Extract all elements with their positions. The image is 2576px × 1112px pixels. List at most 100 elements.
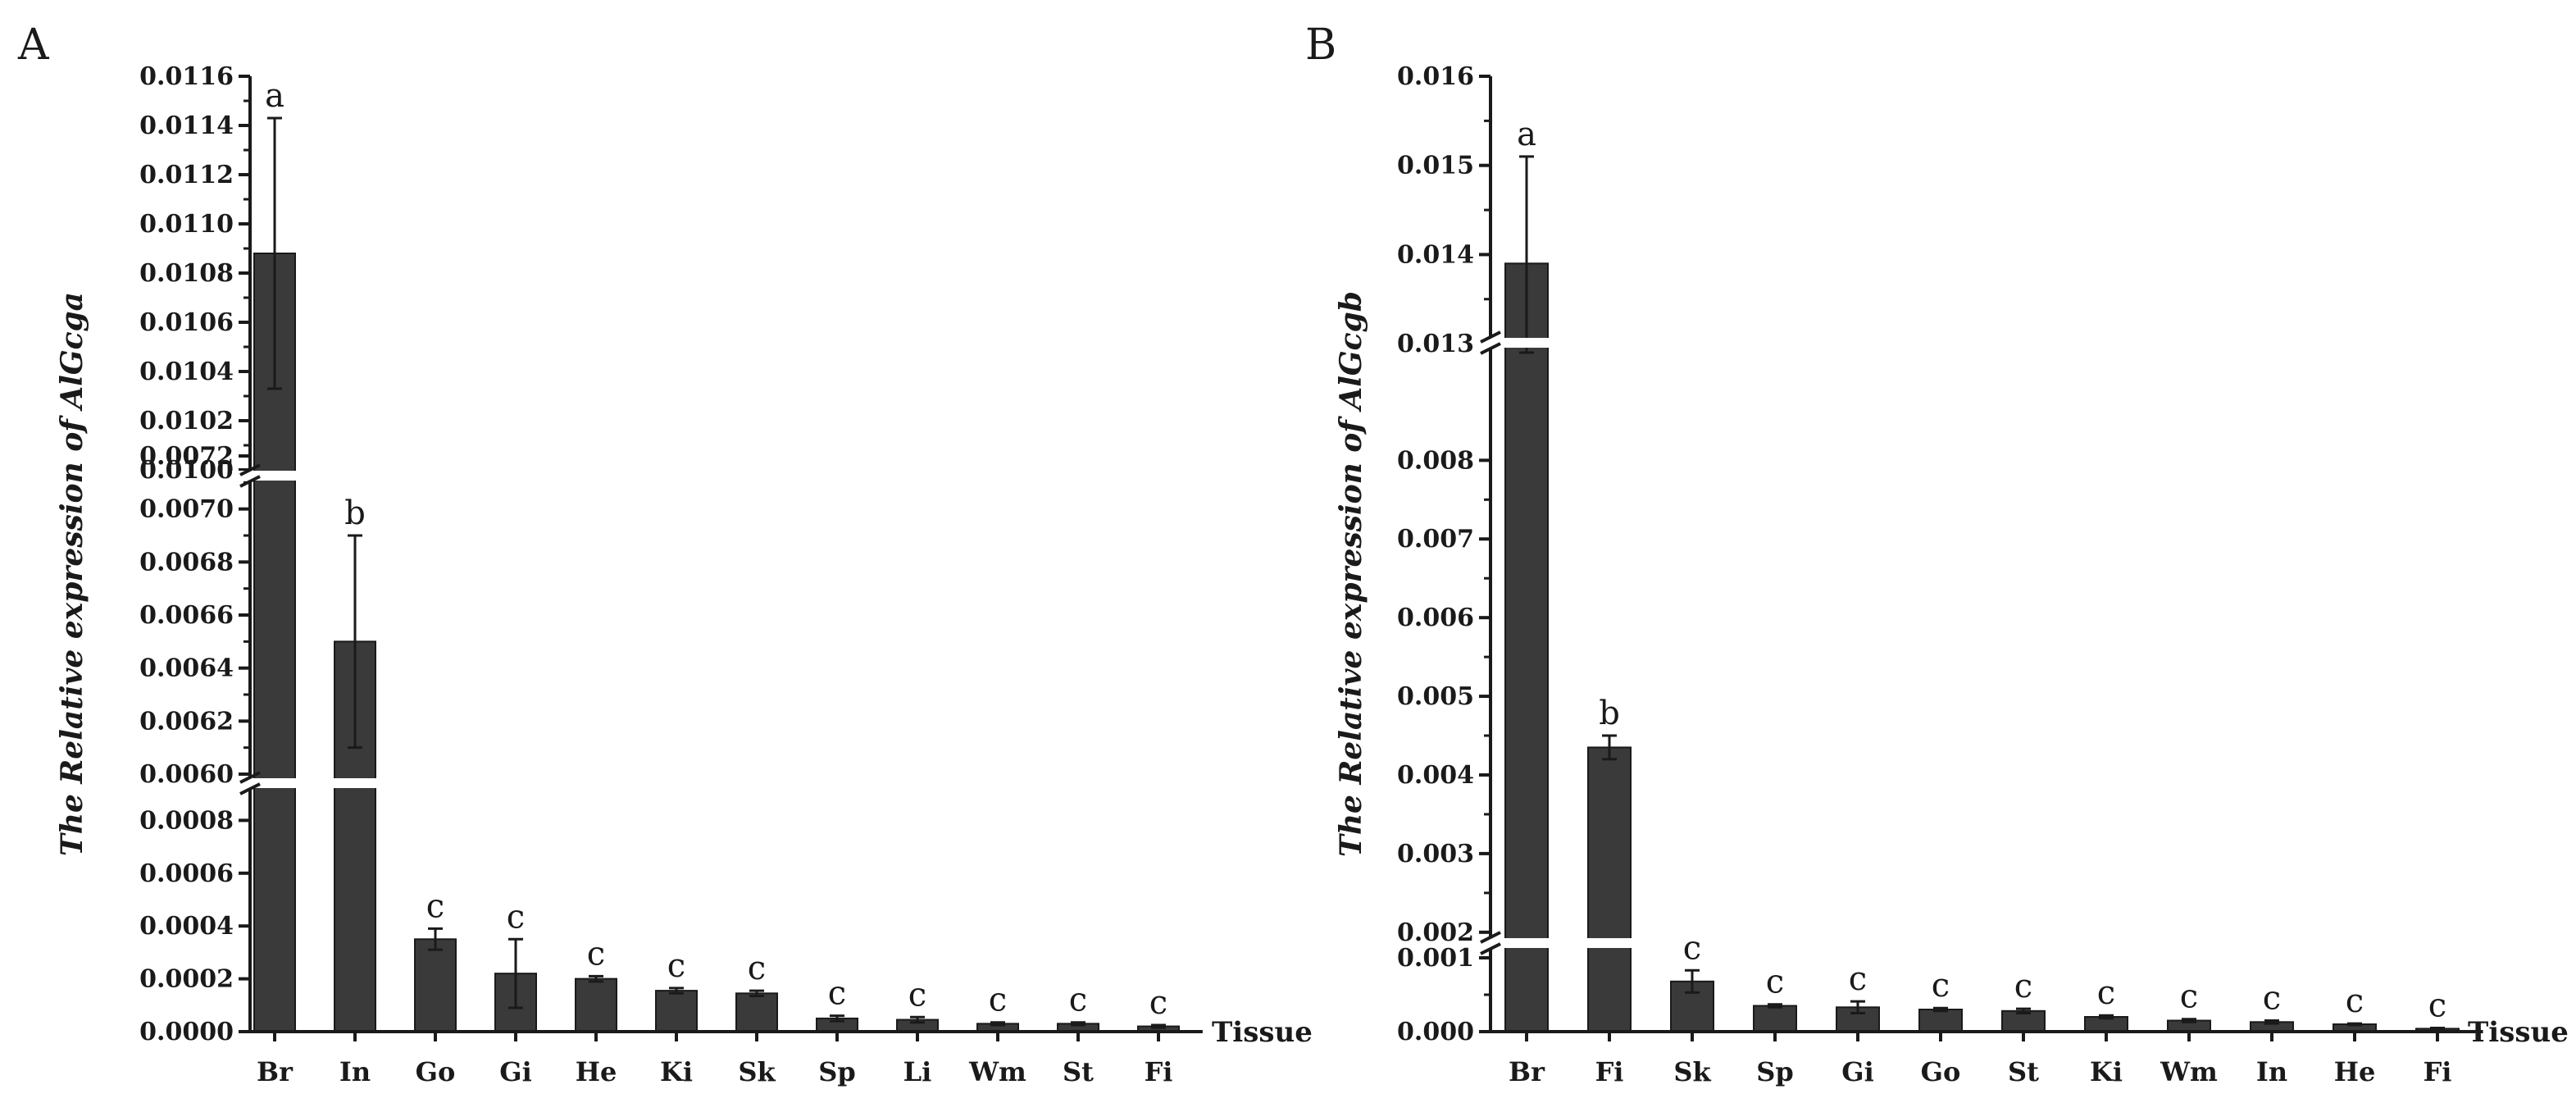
panel-a-significance-6: c	[748, 950, 766, 987]
panel-b-significance-11: c	[2428, 987, 2446, 1025]
panel-a-category-label-4: He	[576, 1056, 617, 1087]
panel-b-category-label-0: Br	[1509, 1056, 1545, 1087]
panel-a-significance-8: c	[908, 976, 926, 1014]
panel-b-y-tick-label-2-1: 0.014	[1397, 240, 1474, 269]
panel-b-error-bar-2	[1685, 968, 1700, 994]
panel-b-bar-br-0	[1504, 262, 1549, 1032]
panel-b-y-tick-label-1-4: 0.006	[1397, 604, 1474, 632]
panel-b-bar-fi-1	[1587, 746, 1632, 1032]
panel-b-axis-break-1	[1480, 330, 1501, 355]
panel-a-category-label-8: Li	[903, 1056, 932, 1087]
panel-b-chart: B The Relative expression of AlGcgb Tiss…	[1305, 21, 2569, 1087]
panel-a-y-tick-label-0-1: 0.0002	[139, 965, 234, 994]
panel-a-error-bar-7	[830, 1014, 844, 1023]
panel-a-y-tick-label-1-4: 0.0068	[139, 548, 234, 577]
panel-b-category-label-11: Fi	[2424, 1056, 2452, 1087]
panel-b-bar-sp-3	[1753, 1005, 1797, 1032]
panel-a-category-label-6: Sk	[738, 1056, 776, 1087]
panel-a-bar-sk-6	[735, 992, 778, 1033]
panel-a-y-tick-label-1-5: 0.0070	[139, 495, 234, 524]
panel-a-significance-4: c	[587, 935, 605, 973]
panel-a-category-label-3: Gi	[499, 1056, 531, 1087]
panel-b-error-bar-7	[2099, 1014, 2114, 1020]
panel-a-error-bar-4	[589, 974, 603, 983]
panel-b-x-axis-label: Tissue	[2468, 1016, 2569, 1049]
panel-b-significance-8: c	[2180, 978, 2198, 1016]
panel-a-bar-ki-5	[655, 990, 698, 1032]
panel-a-category-label-0: Br	[257, 1056, 294, 1087]
panel-a-error-bar-8	[910, 1015, 925, 1024]
panel-b-y-tick-label-1-0: 0.002	[1397, 918, 1474, 947]
panel-b-significance-1: b	[1599, 695, 1620, 732]
panel-b-y-axis-label: The Relative expression of AlGcgb	[1334, 291, 1368, 857]
panel-a-significance-7: c	[828, 975, 846, 1013]
panel-b-category-label-2: Sk	[1673, 1056, 1711, 1087]
panel-b-label: B	[1305, 21, 1336, 70]
panel-a-error-bar-11	[1151, 1023, 1166, 1029]
panel-a-category-label-9: Wm	[968, 1056, 1026, 1087]
panel-a-axis-break-1	[239, 463, 261, 488]
panel-a-y-axis-label: The Relative expression of AlGcga	[55, 292, 89, 856]
panel-a-y-tick-label-1-2: 0.0064	[139, 654, 234, 683]
panel-a-bar-he-4	[575, 978, 617, 1032]
panel-b-error-bar-11	[2430, 1027, 2445, 1031]
panel-a-axis-break-0	[239, 771, 261, 795]
panel-b-y-tick-label-1-3: 0.005	[1397, 682, 1474, 711]
panel-b-y-tick-label-1-1: 0.003	[1397, 840, 1474, 868]
panel-a-error-bar-5	[669, 987, 684, 995]
panel-b-axis-break-0	[1480, 931, 1501, 955]
panel-b-y-tick-label-0-0: 0.000	[1397, 1018, 1474, 1046]
panel-a-significance-0: a	[265, 77, 284, 115]
panel-a-category-label-1: In	[339, 1056, 371, 1087]
panel-b-y-tick-label-2-2: 0.015	[1397, 152, 1474, 180]
panel-b-error-bar-0	[1519, 155, 1534, 354]
panel-a-significance-2: c	[426, 887, 444, 925]
panel-a-bar-go-2	[414, 938, 457, 1033]
panel-a-category-label-2: Go	[416, 1056, 456, 1087]
panel-b-y-tick-label-2-0: 0.013	[1397, 330, 1474, 358]
panel-b-error-bar-8	[2182, 1018, 2196, 1023]
panel-a-error-bar-1	[348, 534, 362, 750]
panel-a-category-label-7: Sp	[818, 1056, 855, 1087]
panel-a-error-bar-3	[508, 937, 523, 1009]
panel-a-significance-3: c	[507, 898, 525, 936]
panel-b-significance-2: c	[1683, 929, 1701, 967]
panel-a-y-tick-label-1-3: 0.0066	[139, 601, 234, 630]
panel-a-y-tick-label-2-5: 0.0110	[139, 210, 234, 239]
panel-a-error-bar-9	[990, 1021, 1005, 1027]
panel-b-category-label-3: Sp	[1756, 1056, 1793, 1087]
panel-b-error-bar-3	[1768, 1003, 1782, 1009]
panel-b-category-label-9: In	[2256, 1056, 2287, 1087]
panel-a-significance-1: b	[344, 494, 366, 532]
panel-b-significance-10: c	[2346, 982, 2364, 1020]
panel-a-significance-5: c	[667, 947, 685, 985]
panel-b-significance-3: c	[1766, 964, 1784, 1001]
panel-a-y-tick-label-2-1: 0.0102	[139, 407, 234, 435]
panel-a-y-tick-label-2-4: 0.0108	[139, 259, 234, 288]
panel-a-y-tick-label-1-1: 0.0062	[139, 707, 234, 736]
panel-a-y-tick-label-0-0: 0.0000	[139, 1018, 234, 1046]
panel-b-significance-7: c	[2097, 974, 2115, 1012]
panel-b-y-tick-label-0-1: 0.001	[1397, 944, 1474, 973]
panel-a-x-axis-label: Tissue	[1212, 1016, 1313, 1049]
panel-a-significance-10: c	[1069, 982, 1087, 1019]
panel-a-y-tick-label-1-0: 0.0060	[139, 760, 234, 789]
panel-a-error-bar-2	[428, 927, 443, 951]
panel-b-category-label-10: He	[2334, 1056, 2376, 1087]
panel-b-category-label-4: Gi	[1841, 1056, 1873, 1087]
panel-a-y-tick-label-2-6: 0.0112	[139, 161, 234, 189]
panel-b-significance-6: c	[2014, 968, 2032, 1005]
panel-a-y-tick-label-0-2: 0.0004	[139, 912, 234, 941]
panel-b-category-label-1: Fi	[1595, 1056, 1624, 1087]
panel-a-significance-9: c	[989, 982, 1007, 1019]
panel-b-significance-9: c	[2263, 980, 2281, 1018]
panel-a-y-tick-label-0-4: 0.0008	[139, 806, 234, 835]
panel-a-y-tick-label-0-3: 0.0006	[139, 859, 234, 888]
panel-b-error-bar-4	[1850, 1000, 1865, 1014]
panel-b-y-tick-label-1-2: 0.004	[1397, 761, 1474, 790]
panel-a-error-bar-6	[749, 989, 764, 998]
panel-b-bar-go-5	[1918, 1009, 1963, 1032]
panel-b-category-label-6: St	[2008, 1056, 2039, 1087]
panel-b-category-label-7: Ki	[2090, 1056, 2123, 1087]
